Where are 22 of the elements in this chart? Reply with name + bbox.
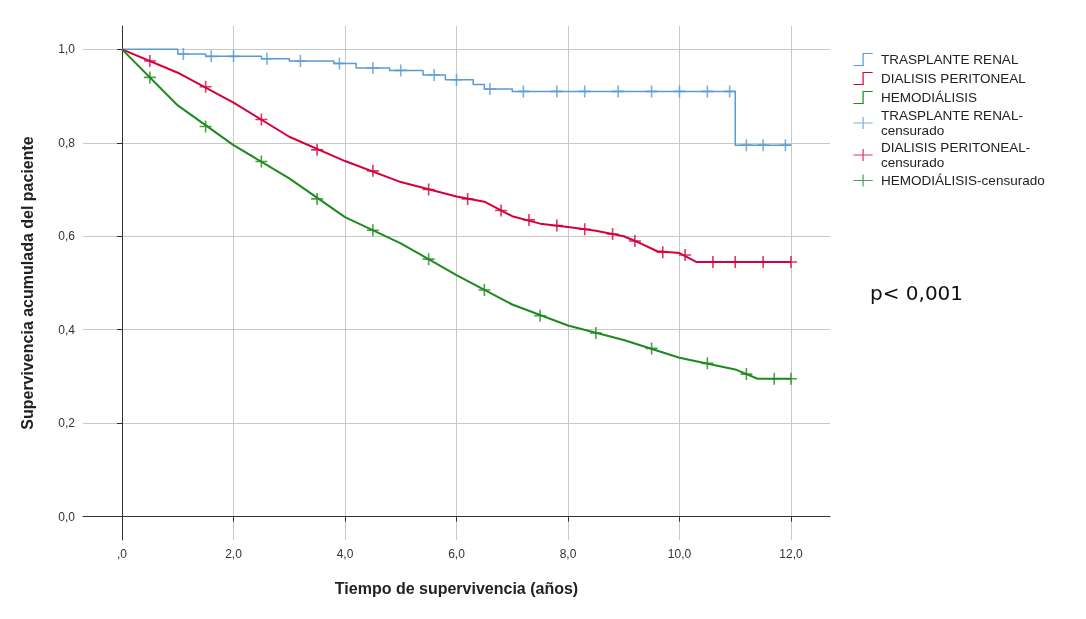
legend-label: HEMODIÁLISIS-censurado [881,173,1045,188]
x-tick-label: 8,0 [559,547,577,561]
x-tick-label: 2,0 [225,547,243,561]
x-tick-label: 4,0 [336,547,354,561]
text: p< 0,001 [870,281,964,305]
legend-label: HEMODIÁLISIS [881,90,978,105]
x-tick-label: 10,0 [667,547,692,561]
y-tick-label: 0,4 [58,322,76,337]
y-tick-label: 0,2 [58,416,76,431]
y-tick-label: 0,0 [58,509,76,524]
x-axis-title: Tiempo de supervivencia (años) [334,579,579,597]
legend-label: TRASPLANTE RENAL-censurado [881,108,1023,138]
legend-label: DIALISIS PERITONEAL [881,71,1027,86]
x-tick-label: 12,0 [779,547,803,561]
y-tick-label: 1,0 [58,42,76,57]
x-tick-label: 6,0 [448,547,466,561]
y-tick-label: 0,8 [58,135,76,150]
x-tick-label: ,0 [117,547,128,561]
y-axis-title: Supervivencia acumulada del paciente [18,136,36,430]
legend-label: DIALISIS PERITONEAL-censurado [881,140,1031,170]
legend-label: TRASPLANTE RENAL [881,52,1019,67]
y-tick-label: 0,6 [58,229,76,244]
